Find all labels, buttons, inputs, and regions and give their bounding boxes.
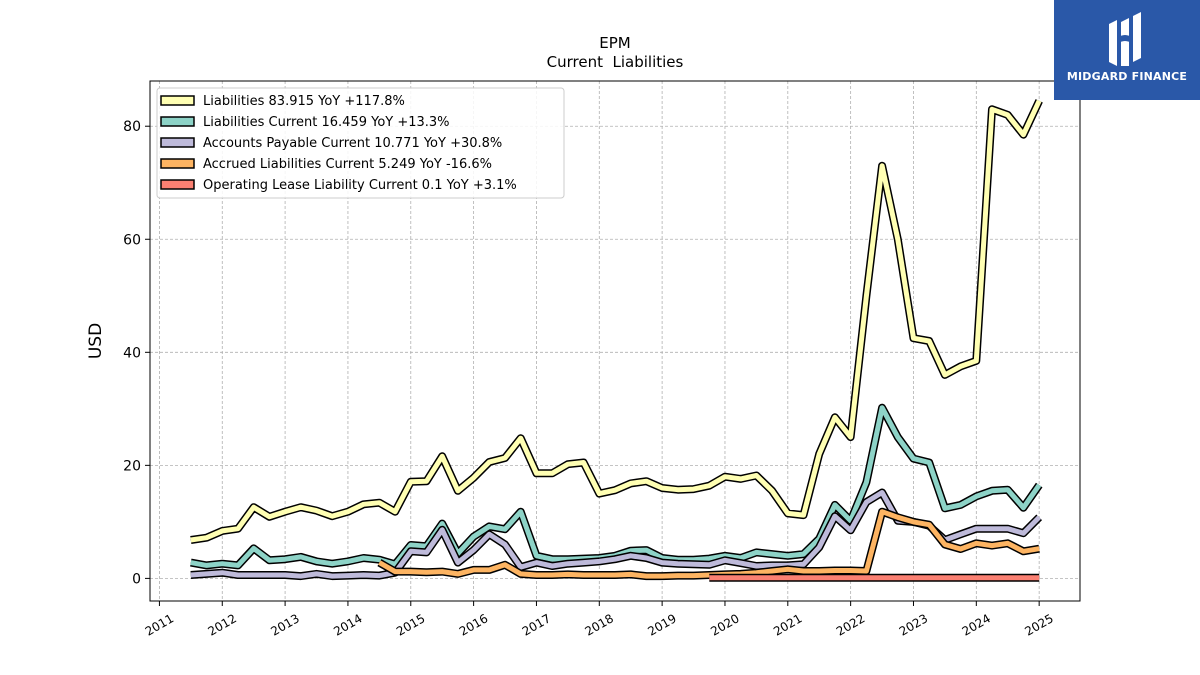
- x-tick-label: 2017: [520, 611, 553, 638]
- legend-label: Operating Lease Liability Current 0.1 Yo…: [203, 178, 517, 193]
- legend-label: Accounts Payable Current 10.771 YoY +30.…: [203, 136, 502, 151]
- x-tick-label: 2022: [834, 611, 867, 638]
- y-tick-label: 20: [123, 458, 141, 474]
- legend-swatch: [160, 116, 195, 127]
- legend-swatch: [160, 179, 195, 190]
- chart-subtitle: Current Liabilities: [547, 53, 684, 71]
- y-tick-label: 60: [123, 232, 141, 248]
- x-tick-label: 2015: [394, 611, 427, 638]
- logo-text: MIDGARD FINANCE: [1066, 70, 1188, 83]
- x-tick-label: 2014: [331, 611, 364, 638]
- legend-label: Liabilities Current 16.459 YoY +13.3%: [203, 115, 450, 130]
- x-tick-label: 2013: [268, 611, 301, 638]
- chart-title: EPM: [599, 34, 630, 52]
- legend-label: Accrued Liabilities Current 5.249 YoY -1…: [203, 157, 492, 172]
- x-tick-label: 2019: [645, 611, 678, 638]
- logo-mark-icon: [1109, 12, 1141, 66]
- y-tick-label: 40: [123, 345, 141, 361]
- legend: Liabilities 83.915 YoY +117.8% Liabilitie…: [156, 87, 565, 199]
- x-tick-label: 2025: [1022, 611, 1055, 638]
- y-tick-label: 0: [132, 571, 141, 587]
- legend-label: Liabilities 83.915 YoY +117.8%: [203, 94, 405, 109]
- legend-swatch: [160, 158, 195, 169]
- x-tick-label: 2021: [771, 611, 804, 638]
- x-tick-label: 2024: [960, 611, 993, 638]
- x-tick-label: 2020: [708, 611, 741, 638]
- plot-frame: [149, 80, 1081, 602]
- legend-swatch: [160, 137, 195, 148]
- series-layer: [190, 99, 1043, 582]
- y-axis: 0 20 40 60 80: [123, 119, 150, 587]
- legend-box: [156, 87, 565, 199]
- x-tick-label: 2018: [583, 611, 616, 638]
- series-0: [190, 99, 1043, 544]
- x-tick-label: 2023: [897, 611, 930, 638]
- y-axis-label: USD: [86, 323, 106, 359]
- x-tick-label: 2012: [206, 611, 239, 638]
- series-line: [190, 99, 1042, 543]
- logo: MIDGARD FINANCE: [1054, 0, 1200, 100]
- x-tick-label: 2016: [457, 611, 490, 638]
- x-axis: 2011 2012 2013 2014 2015 2016 2017 2018 2019 2020…: [143, 601, 1056, 639]
- legend-swatch: [160, 95, 195, 106]
- y-tick-label: 80: [123, 119, 141, 135]
- x-tick-label: 2011: [143, 611, 176, 638]
